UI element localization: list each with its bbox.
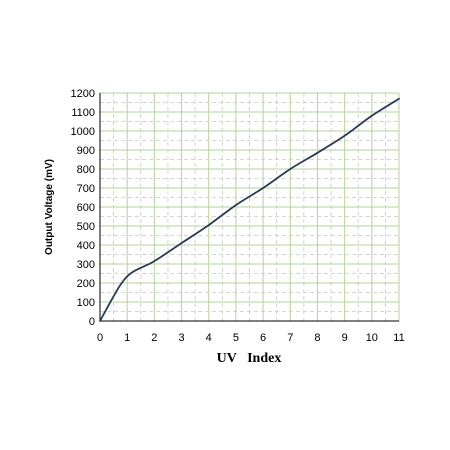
y-tick-label: 300 bbox=[77, 259, 95, 271]
x-tick-label: 6 bbox=[260, 332, 266, 344]
y-tick-label: 400 bbox=[77, 240, 95, 252]
y-tick-label: 200 bbox=[77, 278, 95, 290]
y-tick-label: 1100 bbox=[71, 107, 95, 119]
series-line bbox=[99, 97, 400, 322]
x-tick-label: 7 bbox=[287, 332, 293, 344]
x-tick-label: 11 bbox=[393, 332, 404, 344]
x-tick-label: 1 bbox=[124, 332, 130, 344]
x-tick-label: 8 bbox=[314, 332, 320, 344]
y-tick-label: 1200 bbox=[71, 88, 95, 100]
x-tick-label: 4 bbox=[206, 332, 212, 344]
series bbox=[99, 97, 400, 322]
y-tick-label: 500 bbox=[77, 221, 95, 233]
grid bbox=[100, 92, 400, 321]
y-tick-label: 800 bbox=[77, 164, 95, 176]
x-tick-label: 5 bbox=[233, 332, 239, 344]
x-tick-label: 9 bbox=[342, 332, 348, 344]
y-tick-label: 700 bbox=[77, 183, 95, 195]
x-tick-label: 3 bbox=[178, 332, 184, 344]
axes bbox=[99, 93, 399, 322]
y-axis-title: Output Voltage (mV) bbox=[44, 159, 55, 255]
y-tick-label: 100 bbox=[77, 297, 95, 309]
x-tick-labels: 0 1 2 3 4 5 6 7 8 9 10 11 bbox=[97, 332, 405, 344]
x-tick-label: 2 bbox=[151, 332, 157, 344]
x-tick-label: 0 bbox=[97, 332, 103, 344]
y-tick-label: 900 bbox=[77, 145, 95, 157]
x-axis-title: UV Index bbox=[217, 351, 282, 366]
y-tick-label: 0 bbox=[89, 316, 95, 328]
y-tick-label: 600 bbox=[77, 202, 95, 214]
x-tick-label: 10 bbox=[366, 332, 378, 344]
y-tick-labels: 0 100 200 300 400 500 600 700 800 900 1000 1100 1200 bbox=[71, 88, 95, 328]
y-tick-label: 1000 bbox=[71, 126, 95, 138]
